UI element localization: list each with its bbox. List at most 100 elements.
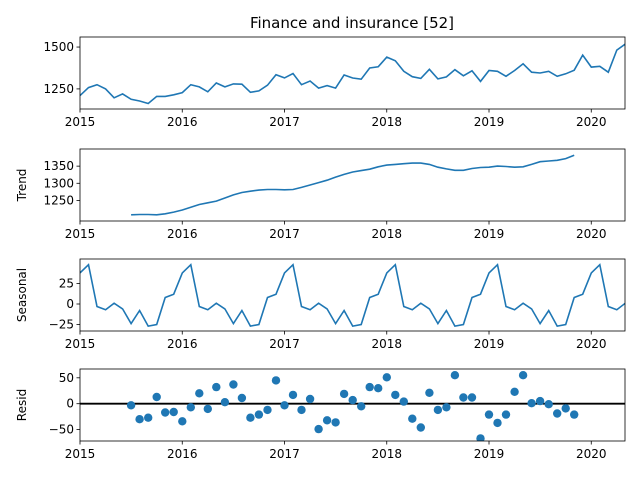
resid-point bbox=[203, 404, 212, 414]
resid-point bbox=[135, 415, 144, 424]
seasonal-series-line bbox=[80, 263, 625, 327]
x-tick-label: 2017 bbox=[269, 115, 300, 129]
resid-point bbox=[288, 390, 298, 400]
resid-point bbox=[433, 405, 443, 415]
resid-point bbox=[305, 394, 315, 404]
resid-point bbox=[186, 403, 195, 412]
resid-point bbox=[339, 389, 349, 399]
y-tick-label: 50 bbox=[59, 371, 74, 385]
resid-point bbox=[544, 400, 553, 409]
resid-point bbox=[535, 396, 545, 406]
y-tick-label: 1300 bbox=[43, 176, 74, 190]
resid-point bbox=[161, 408, 170, 417]
x-tick-label: 2015 bbox=[65, 337, 96, 351]
resid-point bbox=[220, 398, 230, 407]
resid-ylabel: Resid bbox=[15, 389, 29, 421]
trend-panel: 2015 2016 2017 2018 2019 2020 1250 1300 1350 Tren… bbox=[15, 148, 626, 241]
x-tick-label: 2016 bbox=[167, 115, 198, 129]
x-tick-label: 2020 bbox=[576, 227, 607, 241]
resid-point bbox=[357, 402, 366, 411]
x-tick-label: 2019 bbox=[474, 447, 505, 461]
resid-point bbox=[365, 382, 374, 392]
resid-point bbox=[237, 393, 247, 403]
trend-axes-frame bbox=[79, 148, 626, 222]
x-tick-label: 2018 bbox=[371, 337, 402, 351]
y-tick-label: 1350 bbox=[43, 159, 74, 173]
x-tick-label: 2017 bbox=[269, 227, 300, 241]
x-tick-label: 2015 bbox=[65, 447, 96, 461]
resid-point bbox=[425, 388, 434, 397]
resid-point bbox=[144, 413, 153, 422]
resid-point bbox=[322, 416, 332, 425]
resid-point bbox=[331, 418, 340, 427]
resid-axes-frame bbox=[79, 368, 626, 442]
resid-point bbox=[212, 382, 221, 392]
resid-point bbox=[263, 405, 272, 415]
resid-point bbox=[152, 392, 161, 402]
resid-panel: 2015 2016 2017 2018 2019 2020 −50 0 50 Resid bbox=[15, 368, 626, 461]
resid-point bbox=[169, 407, 178, 417]
x-tick-label: 2016 bbox=[167, 447, 198, 461]
y-tick-label: −50 bbox=[49, 423, 74, 437]
x-tick-label: 2017 bbox=[269, 337, 300, 351]
observed-panel: 2015 2016 2017 2018 2019 2020 1250 1500 bbox=[43, 36, 626, 129]
x-tick-label: 2019 bbox=[474, 115, 505, 129]
resid-point bbox=[408, 414, 417, 423]
resid-point bbox=[501, 410, 511, 419]
x-tick-label: 2020 bbox=[576, 447, 607, 461]
resid-point bbox=[467, 393, 477, 402]
resid-point bbox=[391, 390, 400, 400]
x-tick-label: 2019 bbox=[474, 337, 505, 351]
trend-ylabel: Trend bbox=[15, 169, 29, 203]
y-tick-label: 0 bbox=[66, 397, 74, 411]
y-tick-label: 1500 bbox=[43, 40, 74, 54]
resid-point bbox=[280, 401, 289, 410]
resid-point bbox=[297, 405, 306, 415]
x-tick-label: 2017 bbox=[269, 447, 300, 461]
resid-point bbox=[399, 397, 408, 406]
x-tick-label: 2018 bbox=[371, 447, 402, 461]
resid-point bbox=[561, 404, 570, 413]
x-tick-label: 2018 bbox=[371, 115, 402, 129]
resid-point bbox=[416, 423, 425, 432]
resid-point bbox=[314, 424, 323, 434]
chart-title: Finance and insurance [52] bbox=[250, 14, 454, 32]
y-tick-label: 0 bbox=[66, 297, 74, 311]
seasonal-ylabel: Seasonal bbox=[15, 268, 29, 322]
resid-point bbox=[178, 417, 187, 426]
resid-point bbox=[374, 384, 383, 393]
resid-point bbox=[246, 413, 255, 422]
resid-point bbox=[484, 410, 494, 419]
y-tick-label: 1250 bbox=[43, 193, 74, 207]
resid-point bbox=[195, 389, 204, 398]
observed-series-line bbox=[80, 43, 625, 105]
x-tick-label: 2015 bbox=[65, 115, 96, 129]
y-tick-label: −25 bbox=[49, 317, 74, 331]
resid-point bbox=[126, 401, 136, 410]
resid-point bbox=[450, 371, 460, 380]
resid-point bbox=[348, 395, 357, 405]
y-tick-label: 25 bbox=[59, 277, 74, 291]
resid-point bbox=[442, 403, 451, 412]
resid-point bbox=[570, 410, 579, 419]
y-tick-label: 1250 bbox=[43, 82, 74, 96]
trend-series-line bbox=[131, 154, 575, 216]
x-tick-label: 2015 bbox=[65, 227, 96, 241]
resid-point bbox=[382, 373, 391, 382]
resid-point bbox=[553, 409, 562, 418]
seasonal-axes-frame bbox=[79, 258, 626, 332]
x-tick-label: 2020 bbox=[576, 115, 607, 129]
observed-axes-frame bbox=[79, 36, 626, 110]
resid-point bbox=[271, 376, 281, 385]
resid-point bbox=[518, 371, 528, 380]
resid-point bbox=[510, 387, 519, 396]
resid-point bbox=[493, 418, 502, 428]
resid-point bbox=[476, 434, 485, 441]
x-tick-label: 2018 bbox=[371, 227, 402, 241]
resid-point bbox=[229, 380, 238, 389]
seasonal-panel: 2015 2016 2017 2018 2019 2020 −25 0 25 Seasonal bbox=[15, 258, 626, 351]
x-tick-label: 2019 bbox=[474, 227, 505, 241]
x-tick-label: 2020 bbox=[576, 337, 607, 351]
resid-point bbox=[459, 393, 468, 402]
